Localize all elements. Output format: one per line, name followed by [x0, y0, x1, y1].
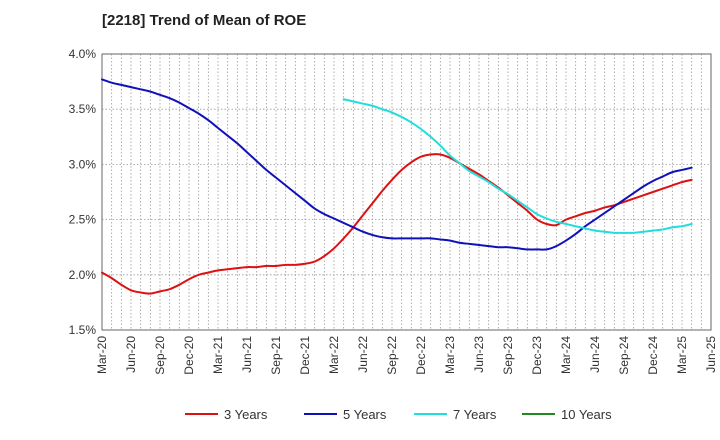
x-tick-label: Sep-20 [153, 336, 167, 375]
x-tick-label: Mar-24 [559, 336, 573, 374]
x-tick-label: Mar-23 [443, 336, 457, 374]
x-tick-label: Mar-20 [95, 336, 109, 374]
x-tick-label: Mar-25 [675, 336, 689, 374]
series-line-3-years [101, 153, 693, 295]
y-tick-label: 2.0% [69, 268, 97, 282]
x-tick-label: Jun-20 [124, 336, 138, 373]
x-tick-label: Dec-20 [182, 336, 196, 375]
y-axis-tick-labels: 1.5% 2.0% 2.5% 3.0% 3.5% 4.0% [69, 47, 97, 337]
grid-lines [102, 54, 711, 330]
legend: 3 Years 5 Years 7 Years 10 Years [185, 407, 612, 422]
x-tick-label: Jun-21 [240, 336, 254, 373]
x-tick-label: Sep-23 [501, 336, 515, 375]
x-tick-label: Jun-25 [704, 336, 718, 373]
x-tick-label: Dec-21 [298, 336, 312, 375]
x-tick-label: Sep-22 [385, 336, 399, 375]
series-line-5-years [101, 78, 693, 251]
x-tick-label: Dec-23 [530, 336, 544, 375]
series-lines [101, 78, 693, 295]
x-tick-label: Jun-23 [472, 336, 486, 373]
x-tick-label: Mar-22 [327, 336, 341, 374]
y-tick-label: 2.5% [69, 213, 97, 227]
x-tick-label: Jun-24 [588, 336, 602, 373]
y-tick-label: 4.0% [69, 47, 97, 61]
chart-title: [2218] Trend of Mean of ROE [102, 12, 306, 29]
legend-label-10-years: 10 Years [561, 407, 612, 422]
y-tick-label: 3.0% [69, 157, 97, 171]
x-tick-label: Dec-24 [646, 336, 660, 375]
x-tick-label: Mar-21 [211, 336, 225, 374]
series-line-7-years [342, 98, 693, 234]
y-tick-label: 1.5% [69, 323, 97, 337]
legend-label-5-years: 5 Years [343, 407, 387, 422]
x-tick-label: Sep-24 [617, 336, 631, 375]
x-tick-label: Dec-22 [414, 336, 428, 375]
x-axis-tick-labels: Mar-20 Jun-20 Sep-20 Dec-20 Mar-21 Jun-21 Sep-… [95, 336, 718, 375]
plot-area-frame [101, 53, 712, 331]
x-tick-label: Sep-21 [269, 336, 283, 375]
legend-label-3-years: 3 Years [224, 407, 268, 422]
legend-label-7-years: 7 Years [453, 407, 497, 422]
x-tick-label: Jun-22 [356, 336, 370, 373]
y-tick-label: 3.5% [69, 102, 97, 116]
